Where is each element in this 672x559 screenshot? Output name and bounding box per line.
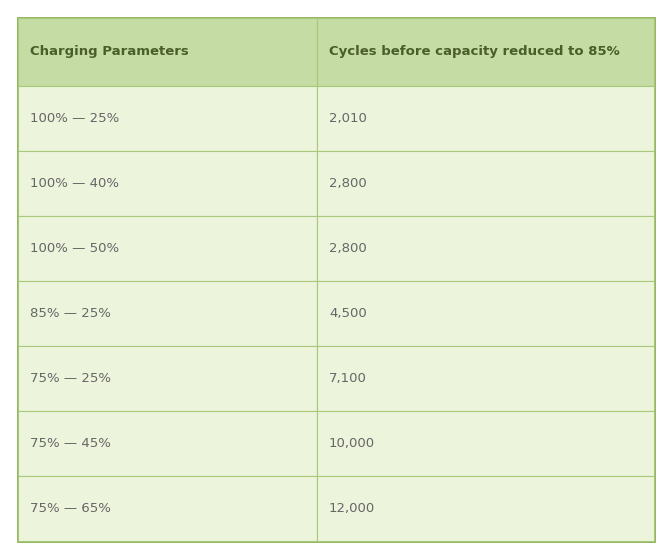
Text: 12,000: 12,000 [329,502,375,515]
Bar [18,281,317,346]
Text: 7,100: 7,100 [329,372,367,385]
Text: 100% — 40%: 100% — 40% [30,177,119,190]
Text: Charging Parameters: Charging Parameters [30,45,189,59]
Bar [317,281,654,346]
Text: 2,800: 2,800 [329,242,367,255]
Bar [317,216,654,281]
Text: 75% — 45%: 75% — 45% [30,437,111,450]
Text: 85% — 25%: 85% — 25% [30,307,111,320]
Bar [317,151,654,216]
Bar [18,346,317,411]
Bar [18,86,317,151]
Bar [18,151,317,216]
Text: 75% — 65%: 75% — 65% [30,502,111,515]
Text: 2,800: 2,800 [329,177,367,190]
Text: 100% — 25%: 100% — 25% [30,112,119,125]
Text: 10,000: 10,000 [329,437,375,450]
Bar [317,346,654,411]
Text: 4,500: 4,500 [329,307,367,320]
Text: Cycles before capacity reduced to 85%: Cycles before capacity reduced to 85% [329,45,620,59]
Bar [317,86,654,151]
Bar [18,18,317,86]
Bar [317,411,654,476]
Bar [18,411,317,476]
Bar [317,18,654,86]
Text: 100% — 50%: 100% — 50% [30,242,119,255]
Bar [18,476,317,541]
Bar [317,476,654,541]
Bar [18,216,317,281]
Text: 75% — 25%: 75% — 25% [30,372,111,385]
Text: 2,010: 2,010 [329,112,367,125]
